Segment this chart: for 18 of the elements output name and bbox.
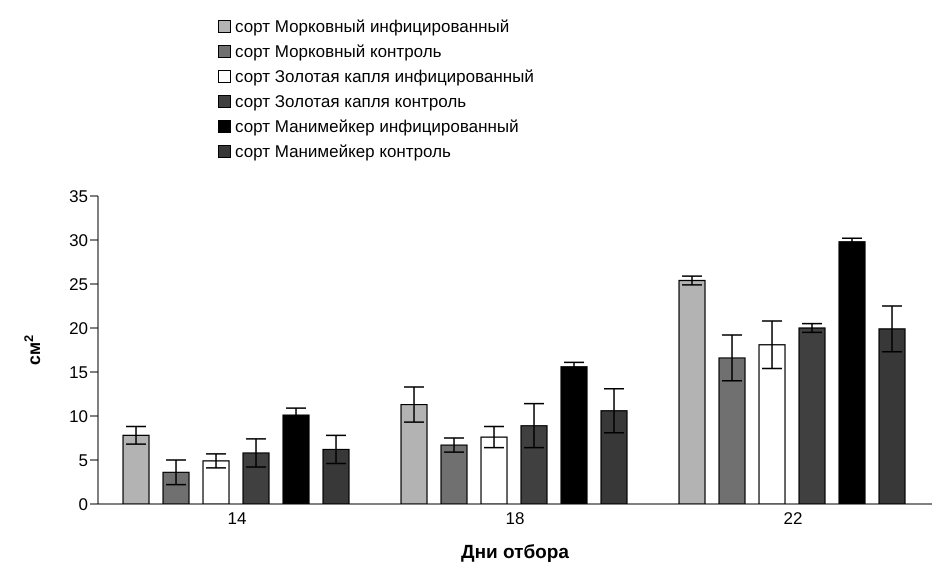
- y-tick-label: 5: [78, 451, 88, 470]
- y-tick-label: 0: [78, 495, 88, 514]
- y-tick-label: 15: [69, 363, 88, 382]
- y-tick-label: 20: [69, 319, 88, 338]
- legend-label: сорт Манимейкер инфицированный: [235, 116, 519, 138]
- legend-label: сорт Морковный контроль: [235, 41, 442, 63]
- x-tick-label: 18: [506, 509, 524, 528]
- x-tick-label: 22: [784, 509, 802, 528]
- x-axis-title: Дни отбора: [461, 542, 570, 563]
- legend-label: сорт Золотая капля инфицированный: [235, 66, 534, 88]
- y-tick-label: 30: [69, 231, 88, 250]
- y-tick-label: 10: [69, 407, 88, 426]
- x-tick-label: 14: [228, 509, 246, 528]
- y-tick-label: 25: [69, 275, 88, 294]
- legend-label: сорт Золотая капля контроль: [235, 91, 466, 113]
- y-tick-label: 35: [69, 187, 88, 206]
- legend-label: сорт Морковный инфицированный: [235, 16, 510, 38]
- legend-label: сорт Манимейкер контроль: [235, 141, 451, 163]
